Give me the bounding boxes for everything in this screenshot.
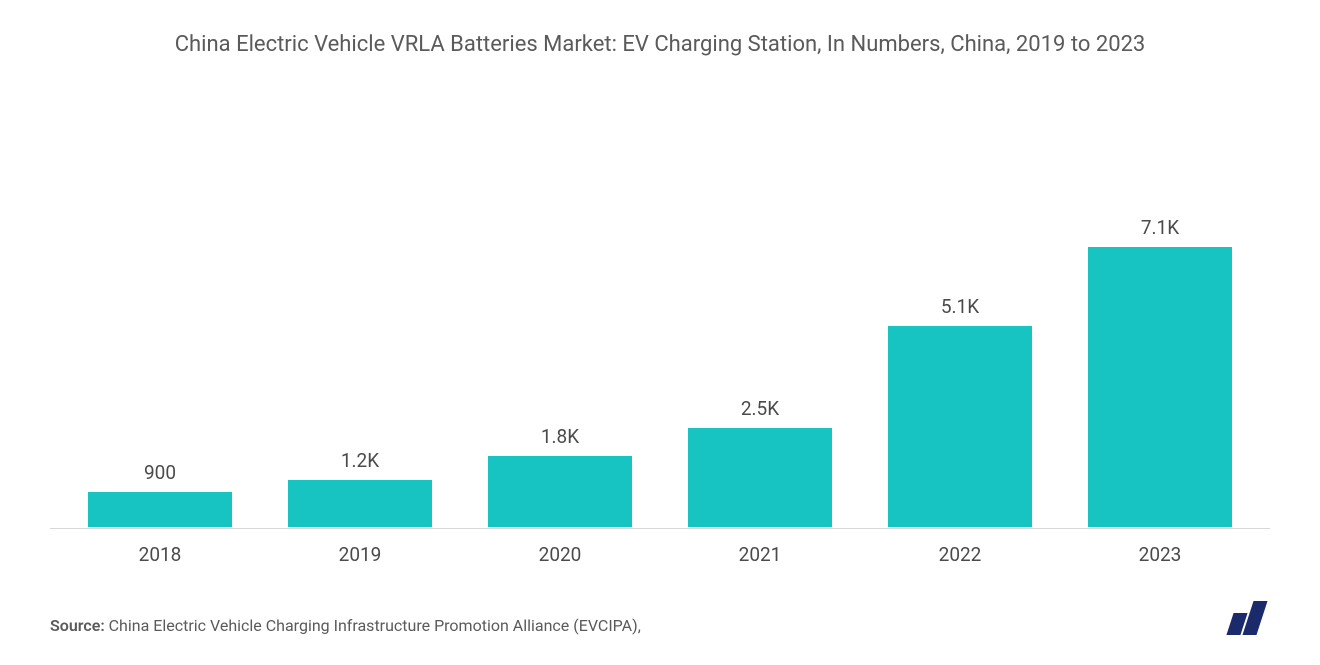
- brand-logo-icon: [1224, 601, 1270, 635]
- bar-value-label: 1.2K: [341, 449, 379, 472]
- x-axis-tick: 2021: [660, 543, 860, 566]
- bar-value-label: 2.5K: [741, 397, 779, 420]
- source-line: Source: China Electric Vehicle Charging …: [50, 616, 641, 635]
- source-label: Source:: [50, 616, 105, 635]
- bar-group: 7.1K: [1060, 131, 1260, 527]
- x-axis-tick: 2018: [60, 543, 260, 566]
- bar-value-label: 5.1K: [941, 295, 979, 318]
- x-axis: 201820192020202120222023: [50, 528, 1270, 566]
- bar-group: 1.2K: [260, 131, 460, 527]
- bar: [1088, 247, 1232, 527]
- x-axis-tick: 2019: [260, 543, 460, 566]
- source-text: China Electric Vehicle Charging Infrastr…: [109, 616, 641, 635]
- bar: [88, 492, 232, 527]
- x-axis-tick: 2023: [1060, 543, 1260, 566]
- bar-group: 2.5K: [660, 131, 860, 527]
- bar: [888, 326, 1032, 527]
- plot-area: 900 1.2K 1.8K 2.5K 5.1K 7.1K: [50, 71, 1270, 528]
- x-axis-tick: 2022: [860, 543, 1060, 566]
- bar-group: 900: [60, 131, 260, 527]
- bar-value-label: 900: [144, 461, 176, 484]
- bar: [688, 428, 832, 527]
- bar-group: 1.8K: [460, 131, 660, 527]
- bar: [288, 480, 432, 527]
- bar-group: 5.1K: [860, 131, 1060, 527]
- chart-title: China Electric Vehicle VRLA Batteries Ma…: [50, 30, 1270, 61]
- bar-value-label: 7.1K: [1141, 216, 1179, 239]
- bar-value-label: 1.8K: [541, 425, 579, 448]
- x-axis-tick: 2020: [460, 543, 660, 566]
- chart-footer: Source: China Electric Vehicle Charging …: [50, 566, 1270, 645]
- bar: [488, 456, 632, 527]
- chart-container: China Electric Vehicle VRLA Batteries Ma…: [0, 0, 1320, 665]
